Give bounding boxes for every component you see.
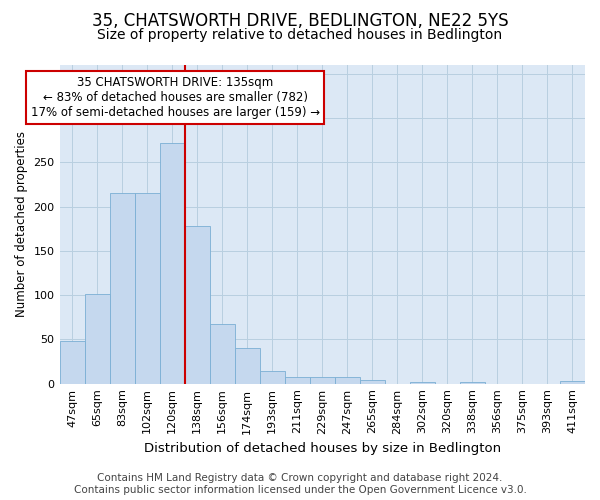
Text: Size of property relative to detached houses in Bedlington: Size of property relative to detached ho…	[97, 28, 503, 42]
Text: 35 CHATSWORTH DRIVE: 135sqm
← 83% of detached houses are smaller (782)
17% of se: 35 CHATSWORTH DRIVE: 135sqm ← 83% of det…	[31, 76, 320, 119]
Y-axis label: Number of detached properties: Number of detached properties	[15, 132, 28, 318]
Text: 35, CHATSWORTH DRIVE, BEDLINGTON, NE22 5YS: 35, CHATSWORTH DRIVE, BEDLINGTON, NE22 5…	[92, 12, 508, 30]
Bar	[160, 143, 185, 384]
Bar	[85, 294, 110, 384]
Bar	[110, 194, 134, 384]
Bar	[410, 382, 435, 384]
Bar	[335, 376, 360, 384]
Bar	[260, 372, 285, 384]
Bar	[235, 348, 260, 384]
Bar	[134, 194, 160, 384]
Bar	[360, 380, 385, 384]
Bar	[310, 376, 335, 384]
X-axis label: Distribution of detached houses by size in Bedlington: Distribution of detached houses by size …	[144, 442, 501, 455]
Bar	[460, 382, 485, 384]
Bar	[185, 226, 209, 384]
Bar	[285, 378, 310, 384]
Bar	[560, 381, 585, 384]
Bar	[209, 324, 235, 384]
Text: Contains HM Land Registry data © Crown copyright and database right 2024.
Contai: Contains HM Land Registry data © Crown c…	[74, 474, 526, 495]
Bar	[59, 341, 85, 384]
